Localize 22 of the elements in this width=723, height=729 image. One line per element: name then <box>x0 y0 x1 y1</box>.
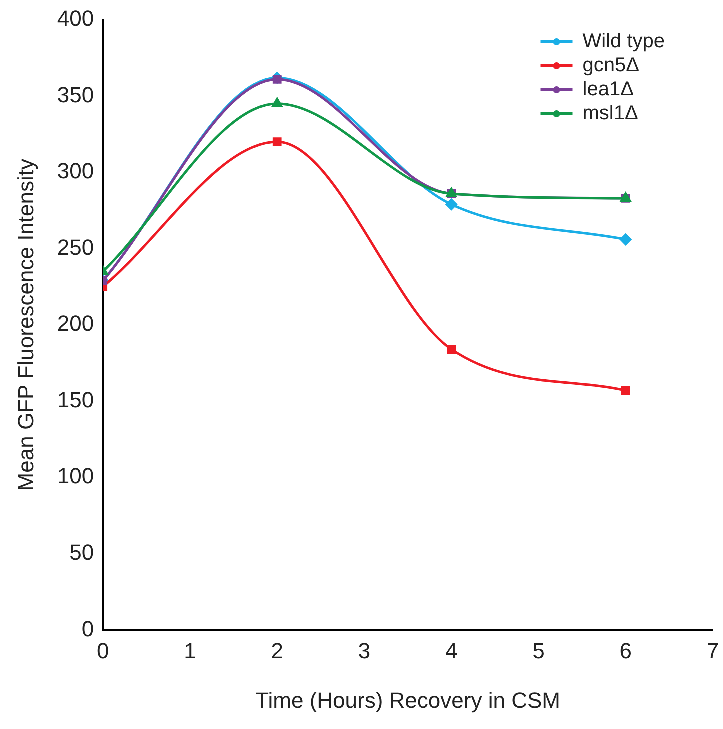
y-tick-label: 0 <box>82 616 94 642</box>
x-tick-label: 6 <box>620 638 632 664</box>
x-tick-label: 3 <box>358 638 371 664</box>
legend-label: gcn5Δ <box>582 54 640 77</box>
x-tick-label: 7 <box>706 638 720 664</box>
y-tick-label: 50 <box>70 540 94 565</box>
x-tick-label: 1 <box>184 638 196 664</box>
y-tick-label: 100 <box>57 464 94 489</box>
x-axis-title: Time (Hours) Recovery in CSM <box>256 688 560 713</box>
y-tick-label: 250 <box>57 234 94 260</box>
legend-label: lea1Δ <box>582 78 634 101</box>
legend-label: msl1Δ <box>582 102 638 125</box>
y-tick-label: 300 <box>57 158 94 184</box>
x-tick-label: 5 <box>532 638 545 664</box>
y-tick-label: 400 <box>57 6 94 32</box>
y-tick-label: 150 <box>57 387 94 412</box>
y-tick-label: 350 <box>57 82 94 108</box>
y-tick-label: 200 <box>57 311 94 336</box>
x-tick-label: 2 <box>271 638 284 664</box>
legend-label: Wild type <box>582 30 666 53</box>
y-axis-title: Mean GFP Fluorescence Intensity <box>13 159 38 492</box>
x-tick-label: 4 <box>445 638 458 664</box>
